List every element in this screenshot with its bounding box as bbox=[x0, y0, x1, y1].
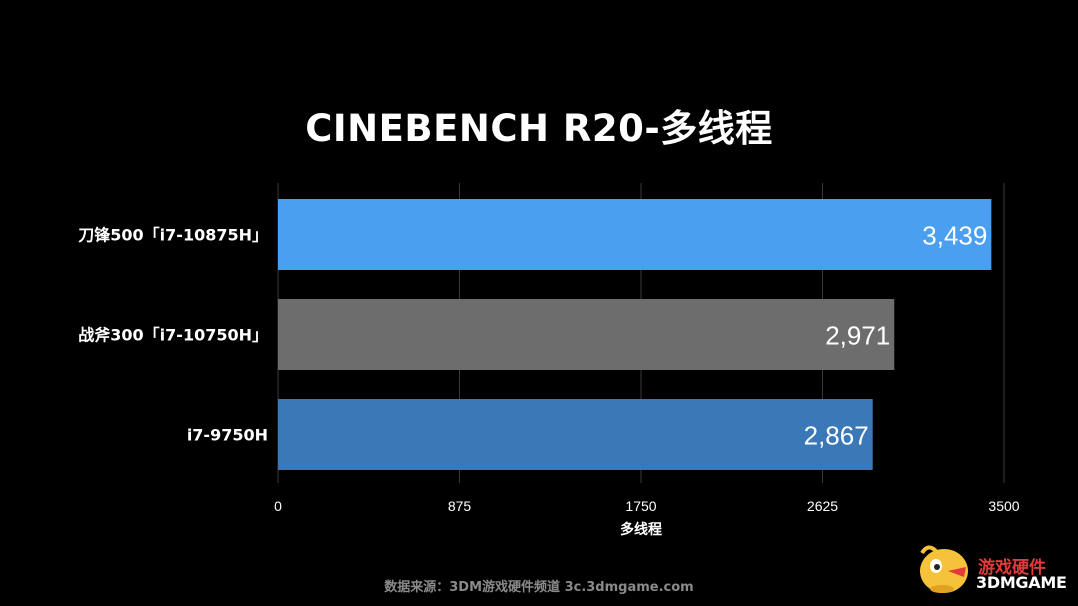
value-label-1: 2,971 bbox=[825, 321, 890, 351]
data-source-caption: 数据来源：3DM游戏硬件频道 3c.3dmgame.com bbox=[384, 580, 694, 595]
x-tick-label-2: 1750 bbox=[625, 498, 656, 514]
value-label-0: 3,439 bbox=[922, 221, 987, 251]
category-label-0: 刀锋500「i7-10875H」 bbox=[78, 226, 268, 245]
x-tick-label-0: 0 bbox=[274, 498, 282, 514]
bar-2 bbox=[278, 399, 873, 470]
bar-1 bbox=[278, 299, 895, 370]
x-tick-label-3: 2625 bbox=[807, 498, 838, 514]
x-tick-label-1: 875 bbox=[448, 498, 472, 514]
chart-title: CINEBENCH R20-多线程 bbox=[305, 107, 773, 150]
mascot-logo-icon bbox=[920, 545, 968, 593]
watermark-line-1: 游戏硬件 bbox=[978, 558, 1046, 578]
bar-0 bbox=[278, 199, 992, 270]
site-watermark: 游戏硬件 3DMGAME bbox=[908, 541, 1073, 599]
category-label-2: i7-9750H bbox=[187, 426, 268, 445]
x-axis-label: 多线程 bbox=[620, 521, 662, 538]
category-label-1: 战斧300「i7-10750H」 bbox=[78, 326, 268, 345]
value-label-2: 2,867 bbox=[804, 421, 869, 451]
x-tick-label-4: 3500 bbox=[988, 498, 1019, 514]
watermark-line-2: 3DMGAME bbox=[976, 573, 1067, 592]
